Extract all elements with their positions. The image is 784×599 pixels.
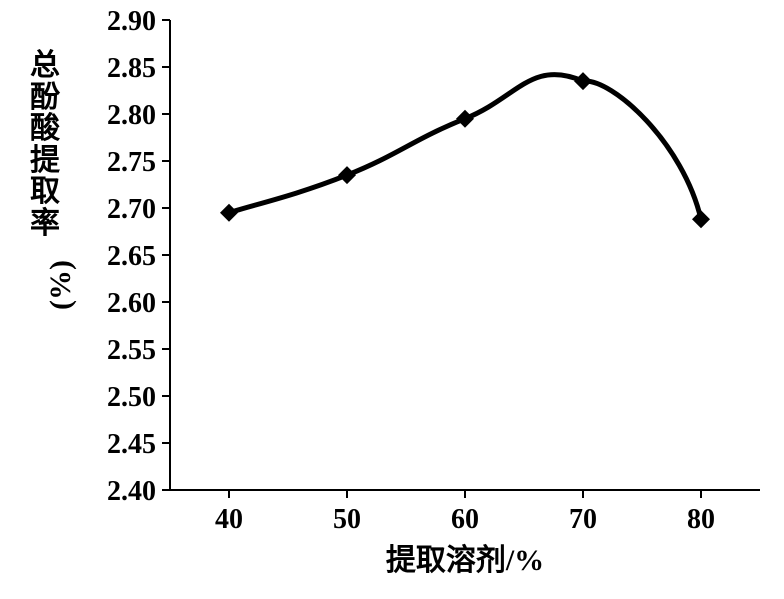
y-tick-label: 2.90 <box>107 6 156 37</box>
y-tick-label: 2.60 <box>107 288 156 319</box>
chart-container: 总 酚 酸 提 取 率 (%) 2.40 2.45 2.50 2.55 2.60 2.65… <box>0 0 784 599</box>
data-marker <box>220 204 238 222</box>
data-marker <box>574 72 592 90</box>
x-tick-label: 60 <box>451 504 479 535</box>
y-axis-title-char: 酸 <box>28 113 62 145</box>
y-axis-title-char: 提 <box>28 145 62 177</box>
y-tick-label: 2.50 <box>107 382 156 413</box>
x-axis-title: 提取溶剂/% <box>386 543 544 577</box>
y-axis-title-cjk: 总 酚 酸 提 取 率 <box>28 50 62 239</box>
y-axis-title-char: 总 <box>28 50 62 82</box>
y-tick-label: 2.65 <box>107 241 156 272</box>
x-tick-label: 50 <box>333 504 361 535</box>
y-axis-title-char: 率 <box>28 208 62 240</box>
y-axis-title-char: 取 <box>28 176 62 208</box>
y-tick-label: 2.85 <box>107 53 156 84</box>
y-tick-label: 2.75 <box>107 147 156 178</box>
chart-svg: 2.40 2.45 2.50 2.55 2.60 2.65 2.70 2.75 2.80 2.85… <box>0 0 784 599</box>
x-tick-label: 80 <box>687 504 715 535</box>
y-tick-label: 2.70 <box>107 194 156 225</box>
x-tick-label: 70 <box>569 504 597 535</box>
x-tick-label: 40 <box>215 504 243 535</box>
y-tick-label: 2.80 <box>107 100 156 131</box>
y-tick-label: 2.45 <box>107 429 156 460</box>
data-line <box>229 75 701 220</box>
data-marker <box>338 166 356 184</box>
y-tick-label: 2.55 <box>107 335 156 366</box>
y-axis-title-unit: (%) <box>44 260 78 310</box>
data-marker <box>692 210 710 228</box>
y-tick-label: 2.40 <box>107 476 156 507</box>
data-marker <box>456 110 474 128</box>
y-axis-title-char: 酚 <box>28 82 62 114</box>
